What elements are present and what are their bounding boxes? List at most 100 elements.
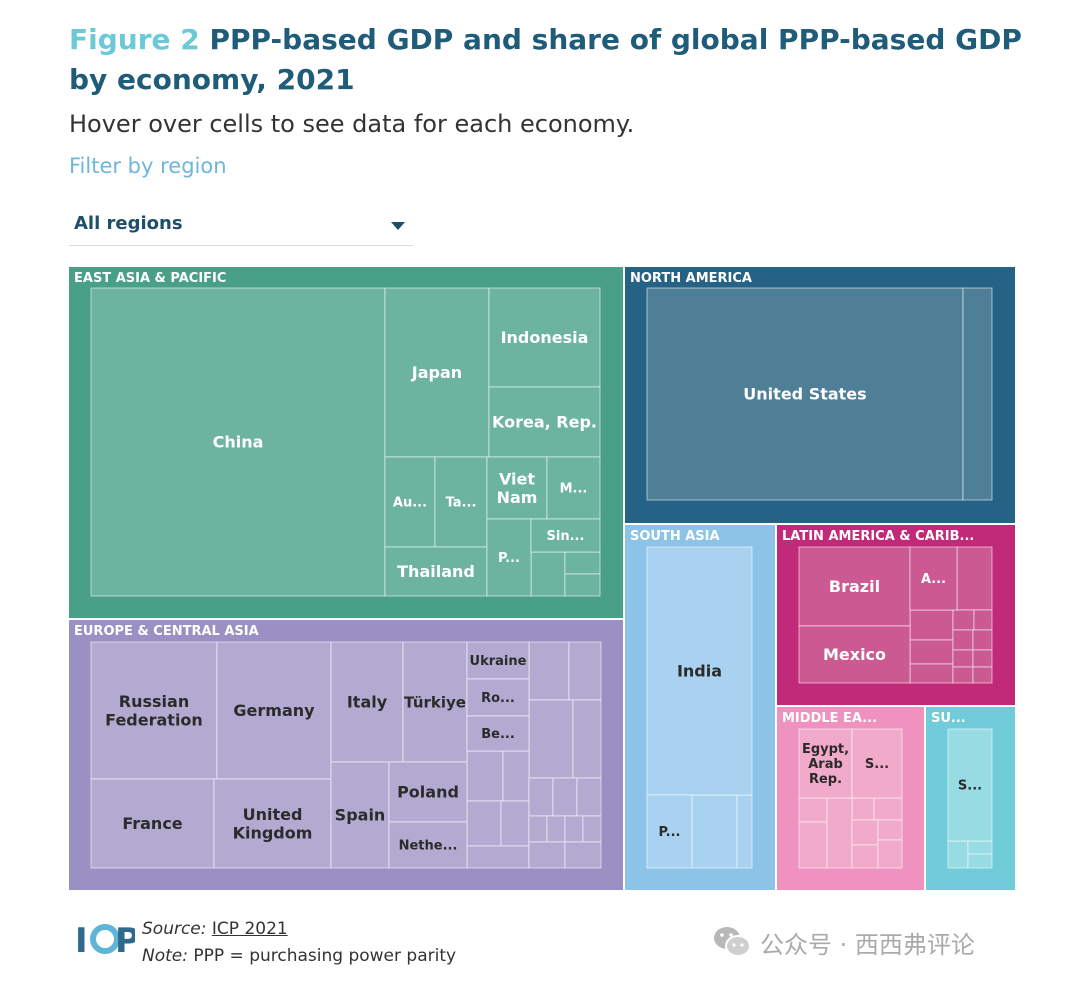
region-label-mena: MIDDLE EA...	[782, 711, 877, 726]
economy-label-romania: Ro...	[481, 691, 515, 706]
economy-cell-pakistan[interactable]	[646, 794, 693, 869]
source-link[interactable]: ICP 2021	[211, 919, 288, 939]
economy-cell-thailand[interactable]	[384, 546, 488, 597]
small-economy-cell[interactable]	[528, 815, 548, 843]
small-economy-cell[interactable]	[851, 844, 879, 869]
small-economy-cell[interactable]	[972, 666, 993, 684]
small-economy-cell[interactable]	[952, 666, 974, 684]
economy-label-korea-rep: Korea, Rep.	[492, 413, 597, 432]
watermark-text: 公众号 · 西西弗评论	[760, 930, 975, 959]
small-economy-cell[interactable]	[691, 794, 738, 869]
note-text: PPP = purchasing power parity	[193, 946, 457, 966]
economy-cell-australia[interactable]	[384, 456, 436, 548]
small-economy-cell[interactable]	[972, 629, 993, 651]
small-economy-cell[interactable]	[528, 699, 574, 779]
small-economy-cell[interactable]	[564, 573, 601, 597]
region-label-eap: EAST ASIA & PACIFIC	[74, 271, 226, 286]
economy-cell-china[interactable]	[90, 287, 386, 597]
small-economy-cell[interactable]	[967, 840, 993, 855]
small-economy-cell[interactable]	[736, 794, 753, 869]
small-economy-cell[interactable]	[572, 699, 602, 779]
small-economy-cell[interactable]	[973, 609, 993, 631]
economy-cell-south-africa-nigeria[interactable]	[947, 728, 993, 842]
small-economy-cell[interactable]	[564, 841, 602, 869]
small-economy-cell[interactable]	[552, 777, 578, 817]
economy-cell-philippines[interactable]	[486, 518, 532, 597]
small-economy-cell[interactable]	[466, 800, 502, 847]
economy-cell-indonesia[interactable]	[488, 287, 601, 388]
economy-cell-viet-nam[interactable]	[486, 456, 548, 520]
economy-cell-germany[interactable]	[216, 641, 332, 780]
region-select-value: All regions	[74, 213, 183, 234]
economy-cell-spain[interactable]	[330, 761, 390, 869]
economy-cell-netherlands[interactable]	[388, 821, 468, 869]
title-text: PPP-based GDP and share of global PPP-ba…	[69, 23, 1022, 96]
economy-cell-argentina[interactable]	[909, 546, 958, 611]
economy-cell-russian-federation[interactable]	[90, 641, 218, 780]
economy-label-poland: Poland	[397, 783, 459, 802]
chart-subtitle: Hover over cells to see data for each ec…	[69, 110, 635, 138]
small-economy-cell[interactable]	[564, 551, 601, 575]
economy-label-pakistan: P...	[659, 825, 681, 840]
small-economy-cell[interactable]	[952, 649, 974, 668]
small-economy-cell[interactable]	[909, 639, 954, 665]
economy-cell-korea-rep[interactable]	[488, 386, 601, 458]
small-economy-cell[interactable]	[502, 750, 530, 802]
economy-cell-mexico[interactable]	[798, 625, 911, 684]
economy-cell-saudi-arabia[interactable]	[851, 728, 903, 799]
small-economy-cell[interactable]	[909, 663, 954, 684]
economy-label-south-africa-nigeria: S...	[958, 779, 982, 794]
small-economy-cell[interactable]	[826, 797, 853, 869]
small-economy-cell[interactable]	[877, 819, 903, 841]
small-economy-cell[interactable]	[851, 819, 879, 846]
small-economy-cell[interactable]	[909, 609, 954, 641]
economy-cell-singapore[interactable]	[530, 518, 601, 553]
small-economy-cell[interactable]	[528, 841, 566, 869]
small-economy-cell[interactable]	[466, 750, 504, 802]
small-economy-cell[interactable]	[582, 815, 602, 843]
small-economy-cell[interactable]	[798, 797, 828, 823]
economy-label-mexico: Mexico	[823, 645, 886, 664]
economy-cell-united-kingdom[interactable]	[213, 778, 332, 869]
economy-label-indonesia: Indonesia	[501, 328, 589, 347]
small-economy-cell[interactable]	[528, 777, 554, 817]
small-economy-cell[interactable]	[851, 797, 875, 821]
small-economy-cell[interactable]	[500, 800, 530, 847]
economy-label-viet-nam: Viet Nam	[497, 469, 538, 506]
small-economy-cell[interactable]	[972, 649, 993, 668]
economy-cell-romania[interactable]	[466, 678, 530, 717]
economy-label-t-rkiye: Türkiye	[404, 693, 466, 711]
small-economy-cell[interactable]	[952, 629, 974, 651]
small-economy-cell[interactable]	[877, 839, 903, 869]
chart-title: Figure 2 PPP-based GDP and share of glob…	[69, 20, 1029, 100]
small-economy-cell[interactable]	[576, 777, 602, 817]
small-economy-cell[interactable]	[564, 815, 584, 843]
wechat-icon	[714, 927, 751, 957]
economy-label-taiwan-china: Ta...	[446, 496, 477, 511]
small-economy-cell[interactable]	[967, 853, 993, 869]
small-economy-cell[interactable]	[956, 546, 993, 611]
region-select[interactable]: All regions	[69, 205, 413, 246]
small-economy-cell[interactable]	[530, 551, 566, 597]
svg-text:I: I	[75, 921, 88, 958]
small-economy-cell[interactable]	[798, 821, 828, 869]
economy-cell-egypt-arab-rep[interactable]	[798, 728, 853, 799]
small-economy-cell[interactable]	[873, 797, 903, 821]
economy-cell-belgium[interactable]	[466, 715, 530, 752]
economy-cell-malaysia[interactable]	[546, 456, 601, 520]
small-economy-cell[interactable]	[947, 840, 969, 869]
economy-label-india: India	[677, 662, 722, 681]
small-economy-cell[interactable]	[952, 609, 975, 631]
economy-cell-canada[interactable]	[962, 287, 993, 501]
economy-cell-brazil[interactable]	[798, 546, 911, 627]
economy-cell-india[interactable]	[646, 546, 753, 796]
economy-cell-france[interactable]	[90, 778, 215, 869]
economy-cell-t-rkiye[interactable]	[402, 641, 468, 763]
small-economy-cell[interactable]	[546, 815, 566, 843]
economy-label-russian-federation: Russian Federation	[105, 692, 203, 729]
small-economy-cell[interactable]	[568, 641, 602, 701]
icp-logo: I P	[75, 921, 135, 958]
small-economy-cell[interactable]	[528, 641, 570, 701]
economy-cell-united-states[interactable]	[646, 287, 964, 501]
small-economy-cell[interactable]	[466, 845, 530, 869]
